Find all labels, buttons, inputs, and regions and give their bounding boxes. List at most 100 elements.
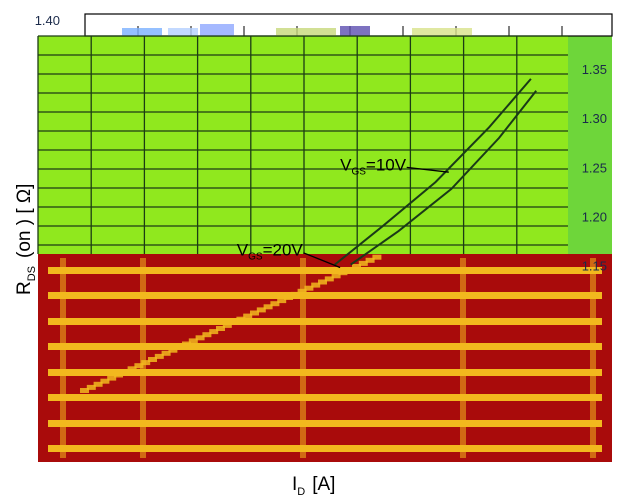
annotation-arrow-vgs10 xyxy=(406,166,449,173)
y-tick-label: 1.15 xyxy=(582,259,607,274)
lower-band-stripes xyxy=(48,258,602,458)
y-axis-title-main: R xyxy=(14,281,35,295)
annotation-vgs20-sub: GS xyxy=(248,252,263,263)
dither-mark xyxy=(372,254,382,260)
band-stripe-vertical xyxy=(300,258,306,458)
y-tick-label: 1.40 xyxy=(35,13,60,28)
annotation-vgs10-main: V xyxy=(340,155,352,174)
band-stripe xyxy=(48,318,602,325)
dither-mark xyxy=(243,313,253,319)
x-axis-title-sub: D xyxy=(297,486,305,498)
dither-mark xyxy=(290,291,300,297)
annotation-label-vgs10: VGS=10V xyxy=(340,155,407,177)
dither-mark xyxy=(284,295,293,300)
x-axis-title-main: I xyxy=(292,474,297,495)
dither-mark xyxy=(120,369,130,375)
dither-mark xyxy=(80,388,89,393)
series-line-1 xyxy=(334,78,532,266)
dither-mark xyxy=(358,260,368,266)
dither-mark xyxy=(297,288,307,294)
right-strip xyxy=(568,36,612,262)
top-artifact xyxy=(276,28,336,36)
dither-mark xyxy=(93,381,103,387)
dither-mark xyxy=(229,319,239,325)
annotation-vgs20: VGS=20V xyxy=(237,241,341,269)
dither-mark xyxy=(154,353,164,359)
top-artifact xyxy=(200,24,234,36)
dither-mark xyxy=(175,344,185,350)
dither-mark xyxy=(209,329,219,335)
dither-mark xyxy=(188,338,198,344)
annotation-vgs10: VGS=10V xyxy=(340,155,449,177)
band-stripe xyxy=(48,394,602,401)
dither-mark xyxy=(222,322,232,328)
top-artifact xyxy=(340,26,370,36)
annotation-vgs10-rest: =10V xyxy=(366,155,407,174)
y-tick-label: 1.30 xyxy=(582,111,607,126)
band-stripe-vertical xyxy=(60,258,66,458)
annotation-vgs20-main: V xyxy=(237,241,249,260)
top-artifact xyxy=(168,28,198,36)
dither-mark xyxy=(202,332,212,338)
series-group xyxy=(334,78,537,266)
dither-mark xyxy=(270,301,280,307)
dither-mark xyxy=(345,267,355,273)
top-artifact xyxy=(412,28,472,36)
dither-mark xyxy=(161,350,171,356)
y-axis-title-sub: DS xyxy=(26,266,38,281)
y-tick-label: 1.20 xyxy=(582,209,607,224)
dither-mark xyxy=(195,335,205,341)
dither-mark xyxy=(318,279,327,285)
top-band-artifacts xyxy=(122,24,472,36)
series-line-2 xyxy=(350,90,537,266)
y-tick-label: 1.25 xyxy=(582,160,607,175)
grid-lines xyxy=(37,35,568,254)
dither-mark xyxy=(263,304,273,310)
dither-mark xyxy=(256,307,266,313)
dither-mark xyxy=(141,360,151,366)
annotation-label-vgs20: VGS=20V xyxy=(237,241,304,263)
dither-mark xyxy=(114,372,123,378)
dither-mark xyxy=(250,310,259,316)
y-axis-title-rest: (on ) [ Ω] xyxy=(14,184,35,258)
dither-mark xyxy=(236,316,246,322)
dither-mark xyxy=(182,341,191,347)
annotation-arrow-vgs20 xyxy=(303,252,341,269)
x-axis-title: ID [A] xyxy=(292,474,335,498)
dither-mark xyxy=(311,282,321,288)
dither-mark xyxy=(86,384,96,390)
lower-band-dither xyxy=(80,254,382,393)
band-stripe xyxy=(48,369,602,376)
band-stripe xyxy=(48,292,602,299)
band-stripe xyxy=(48,420,602,427)
dither-mark xyxy=(100,378,110,384)
y-axis-title: RDS (on ) [ Ω] xyxy=(14,184,38,295)
dither-mark xyxy=(331,273,341,279)
band-stripe xyxy=(48,267,602,274)
band-stripe-vertical xyxy=(140,258,146,458)
lower-band xyxy=(38,254,612,462)
dither-mark xyxy=(216,326,225,331)
band-stripe xyxy=(48,343,602,350)
dither-mark xyxy=(107,375,117,381)
y-tick-label: 1.35 xyxy=(582,62,607,77)
band-stripe-vertical xyxy=(460,258,466,458)
annotation-vgs10-sub: GS xyxy=(351,166,366,177)
dither-mark xyxy=(365,257,375,263)
dither-mark xyxy=(324,276,334,282)
y-tick-labels: 1.40 1.35 1.30 1.25 1.20 1.15 xyxy=(35,13,607,274)
dither-mark xyxy=(148,357,157,362)
band-stripe-vertical xyxy=(590,258,596,458)
dither-mark xyxy=(352,264,361,269)
annotation-vgs20-rest: =20V xyxy=(263,241,304,260)
band-stripe xyxy=(48,445,602,452)
dither-mark xyxy=(338,270,348,276)
x-axis-title-unit: [A] xyxy=(312,474,335,495)
dither-mark xyxy=(304,285,314,291)
dither-mark xyxy=(277,298,287,304)
top-artifact xyxy=(122,28,162,36)
dither-mark xyxy=(127,366,137,372)
dither-mark xyxy=(168,347,178,353)
dither-mark xyxy=(134,363,144,369)
